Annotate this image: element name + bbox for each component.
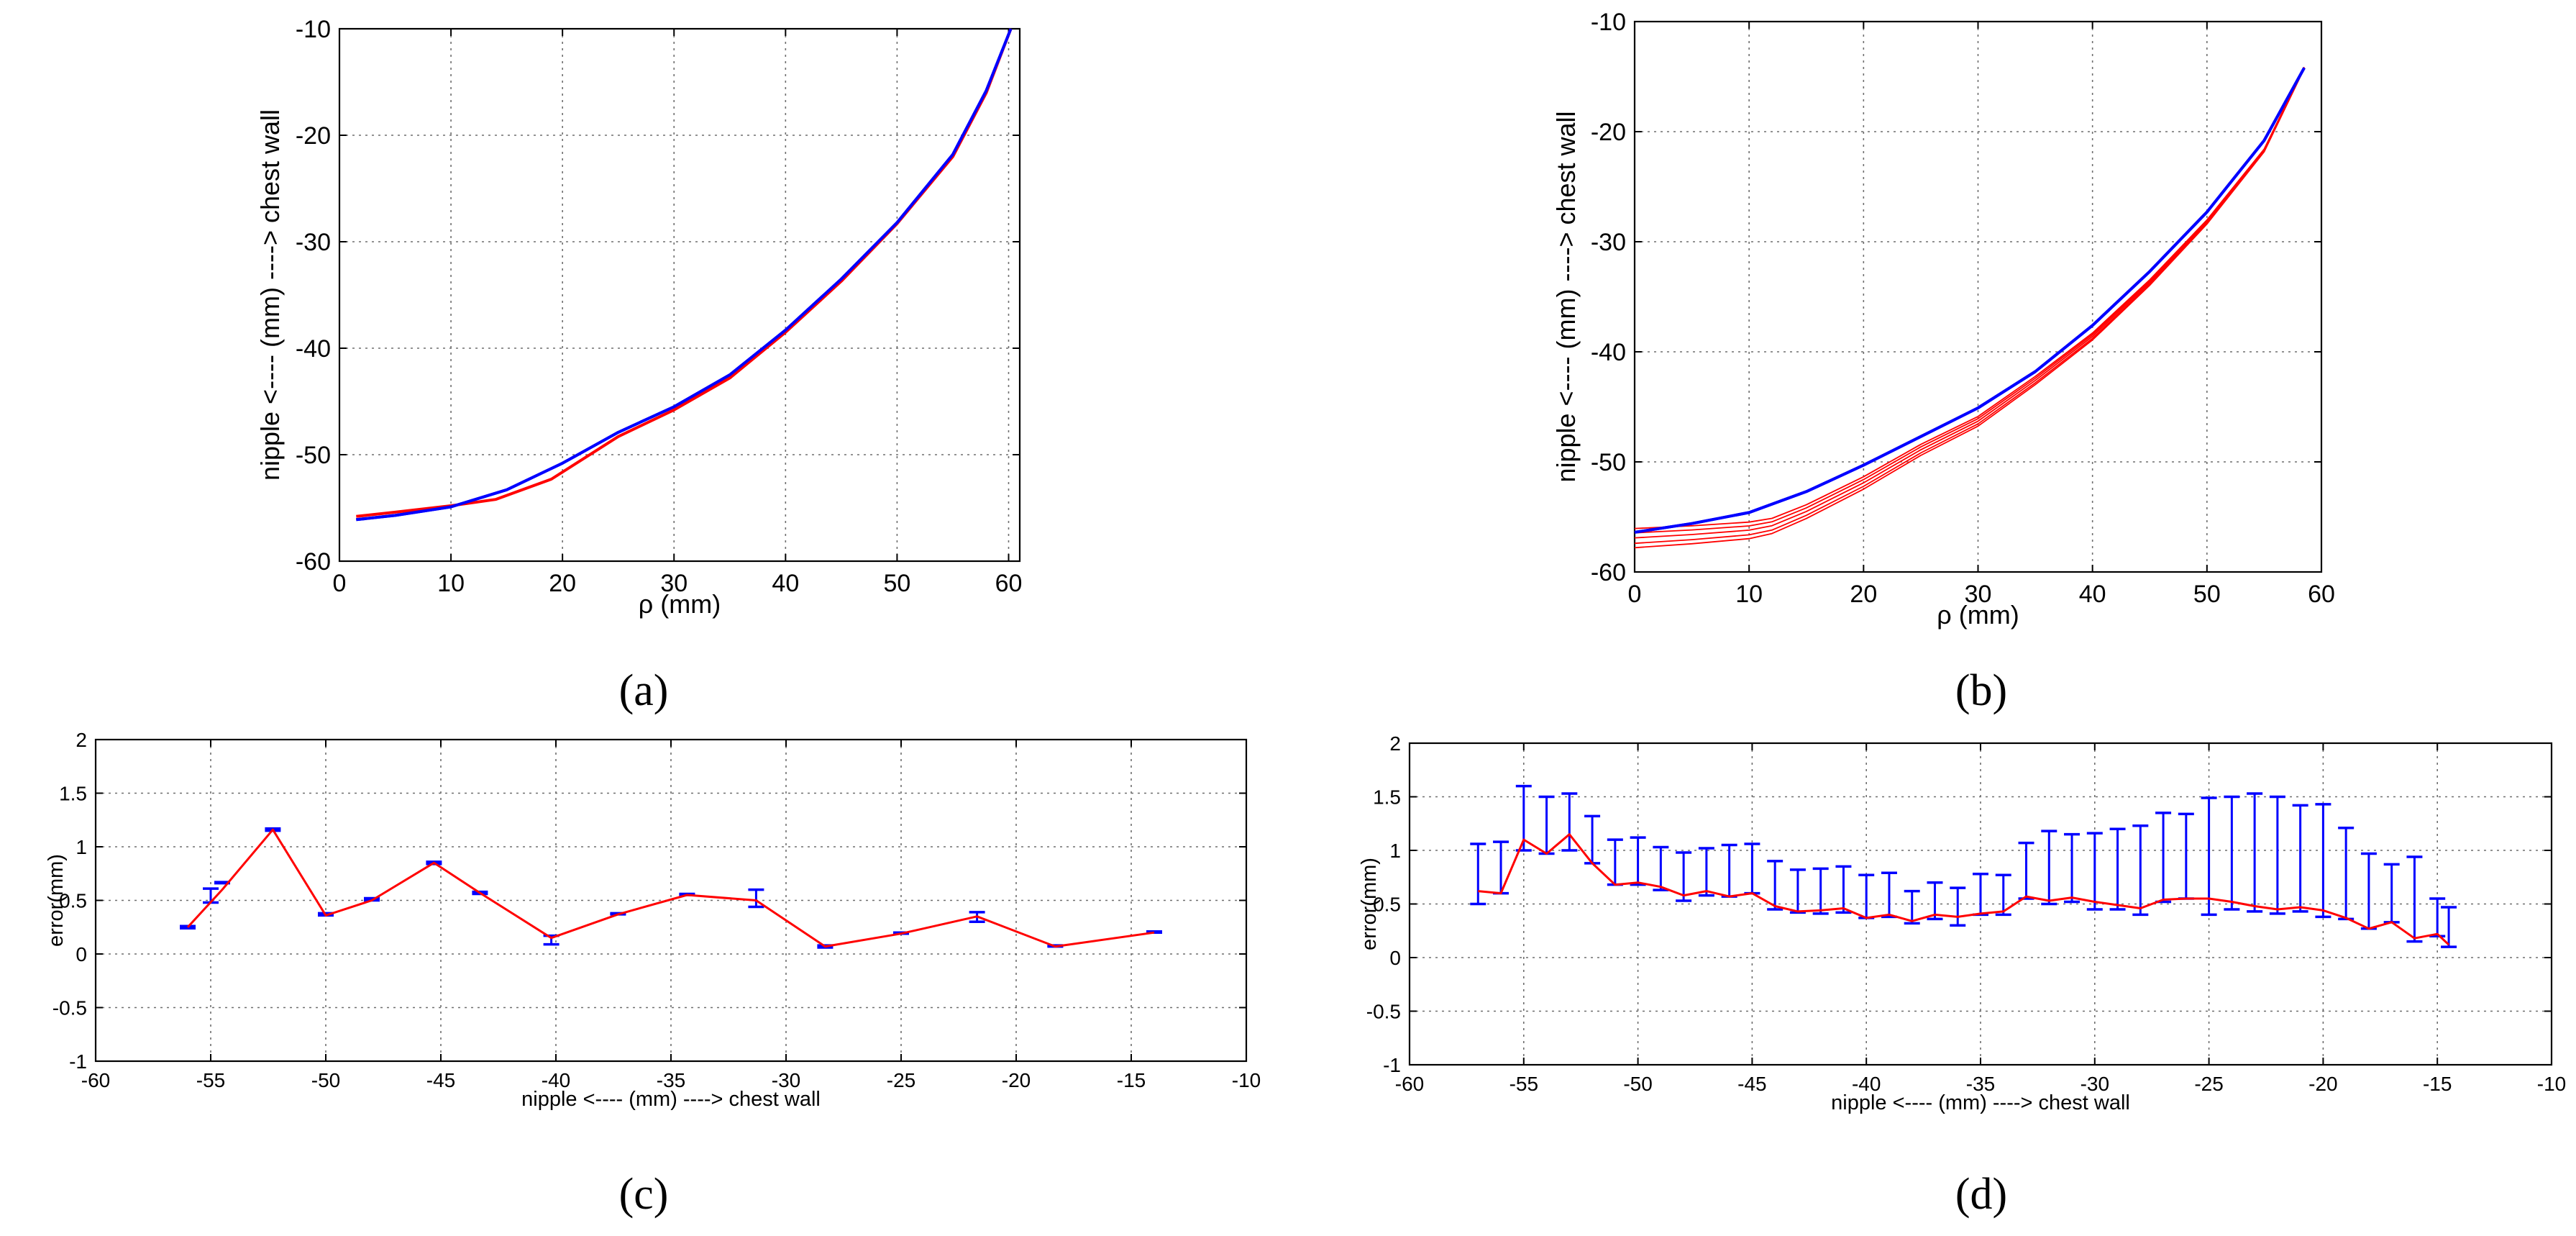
y-tick-label: 0 <box>1389 947 1401 969</box>
y-tick-label: -10 <box>296 16 331 43</box>
panel-label-a: (a) <box>619 666 669 715</box>
x-tick-label: -20 <box>1002 1069 1031 1091</box>
panel-label-b: (b) <box>1955 666 2007 715</box>
series-line <box>1634 67 2306 534</box>
y-tick-label: -0.5 <box>52 997 87 1019</box>
x-tick-label: -30 <box>772 1069 800 1091</box>
series-line-trial <box>1634 67 2305 539</box>
series-line <box>1478 833 2450 946</box>
y-tick-label: -1 <box>69 1050 87 1073</box>
x-tick-label: 40 <box>772 570 799 597</box>
panel-label-c: (c) <box>619 1170 669 1219</box>
x-tick-label: 0 <box>1628 581 1642 608</box>
x-tick-label: -25 <box>2194 1073 2223 1095</box>
panel-b-chart: 0 10 20 30 40 50 60 -60 -50 -40 -30 -20 -10 ρ (mm) nip… <box>1551 9 2335 630</box>
panel-d-chart: -60 -55 -50 -45 -40 -35 -30 -25 -20 -15 -10 -1 -0.5 0… <box>1358 732 2566 1114</box>
y-tick-label: -10 <box>1591 9 1626 36</box>
series-line-trial <box>1634 68 2305 549</box>
y-tick-label: -20 <box>296 122 331 150</box>
x-tick-label: -60 <box>1395 1073 1424 1095</box>
y-tick-label: -0.5 <box>1366 1001 1401 1023</box>
y-axis-label: nipple <---- (mm) ----> chest wall <box>1551 111 1581 482</box>
y-tick-label: -30 <box>296 229 331 256</box>
y-tick-label: 0.5 <box>1373 894 1401 916</box>
x-tick-label: -40 <box>542 1069 570 1091</box>
series-line-trial <box>1634 67 2305 534</box>
panel-a-chart: 0 10 20 30 40 50 60 -60 -50 -40 -30 -20 -10 ρ (mm) nip… <box>255 16 1022 619</box>
y-axis-label: error(mm) <box>1358 858 1381 950</box>
y-tick-label: 2 <box>1389 732 1401 755</box>
x-tick-label: 30 <box>660 570 688 597</box>
x-tick-label: -45 <box>1737 1073 1766 1095</box>
x-tick-label: -15 <box>2423 1073 2452 1095</box>
y-tick-label: -40 <box>296 335 331 363</box>
x-tick-label: -35 <box>1966 1073 1995 1095</box>
series-line-trial <box>1634 66 2305 530</box>
panel-label-d: (d) <box>1955 1170 2007 1219</box>
x-tick-label: 10 <box>1735 581 1763 608</box>
series-line-reference <box>1634 67 2306 534</box>
x-tick-label: -40 <box>1852 1073 1881 1095</box>
y-tick-label: -20 <box>1591 119 1626 146</box>
x-tick-label: -60 <box>81 1069 110 1091</box>
x-tick-label: 40 <box>2079 581 2106 608</box>
y-tick-label: -60 <box>1591 559 1626 586</box>
x-tick-label: 20 <box>1850 581 1877 608</box>
y-axis-label: nipple <---- (mm) ----> chest wall <box>255 109 285 481</box>
y-tick-label: -1 <box>1383 1054 1401 1076</box>
y-tick-label: -30 <box>1591 229 1626 256</box>
x-axis-label: nipple <---- (mm) ----> chest wall <box>1831 1091 2130 1114</box>
x-axis-label: ρ (mm) <box>639 589 721 619</box>
y-tick-label: 0 <box>76 943 87 965</box>
x-tick-label: -55 <box>196 1069 225 1091</box>
series-line <box>186 828 1155 948</box>
x-tick-label: -25 <box>887 1069 915 1091</box>
series-line-trial <box>1634 68 2305 545</box>
y-tick-label: -50 <box>1591 449 1626 476</box>
series-line <box>356 28 1013 518</box>
series-line <box>356 28 1013 522</box>
x-tick-label: -45 <box>426 1069 455 1091</box>
x-tick-label: -35 <box>657 1069 685 1091</box>
y-tick-label: 0.5 <box>59 890 87 912</box>
x-axis-label: nipple <---- (mm) ----> chest wall <box>521 1088 821 1111</box>
x-tick-label: -10 <box>2537 1073 2566 1095</box>
x-tick-label: 50 <box>883 570 910 597</box>
x-tick-label: -15 <box>1117 1069 1146 1091</box>
series-line-reference <box>356 28 1013 522</box>
x-tick-label: 20 <box>549 570 576 597</box>
y-tick-label: -40 <box>1591 339 1626 366</box>
x-tick-label: 10 <box>437 570 465 597</box>
y-tick-label: -60 <box>296 548 331 576</box>
x-axis-label: ρ (mm) <box>1937 600 2019 630</box>
plot-frame <box>338 27 1021 563</box>
y-axis-label: error(mm) <box>45 854 68 947</box>
x-tick-label: -10 <box>1232 1069 1261 1091</box>
x-tick-label: 30 <box>1965 581 1992 608</box>
x-tick-label: 50 <box>2193 581 2221 608</box>
x-tick-label: -50 <box>1623 1073 1652 1095</box>
panel-c-chart: -60 -55 -50 -45 -40 -35 -30 -25 -20 -15 -10 -1 -0.5 0… <box>45 729 1261 1111</box>
x-tick-label: 60 <box>2308 581 2335 608</box>
x-tick-label: 60 <box>995 570 1023 597</box>
x-tick-label: -30 <box>2081 1073 2109 1095</box>
x-tick-label: -55 <box>1509 1073 1538 1095</box>
y-tick-label: 1.5 <box>59 783 87 805</box>
y-tick-label: 1.5 <box>1373 786 1401 809</box>
x-tick-label: -20 <box>2308 1073 2337 1095</box>
y-tick-label: -50 <box>296 442 331 469</box>
x-tick-label: 0 <box>333 570 347 597</box>
x-tick-label: -50 <box>311 1069 340 1091</box>
y-tick-label: 1 <box>1389 840 1401 862</box>
y-tick-label: 1 <box>76 836 87 858</box>
y-tick-label: 2 <box>76 729 87 751</box>
